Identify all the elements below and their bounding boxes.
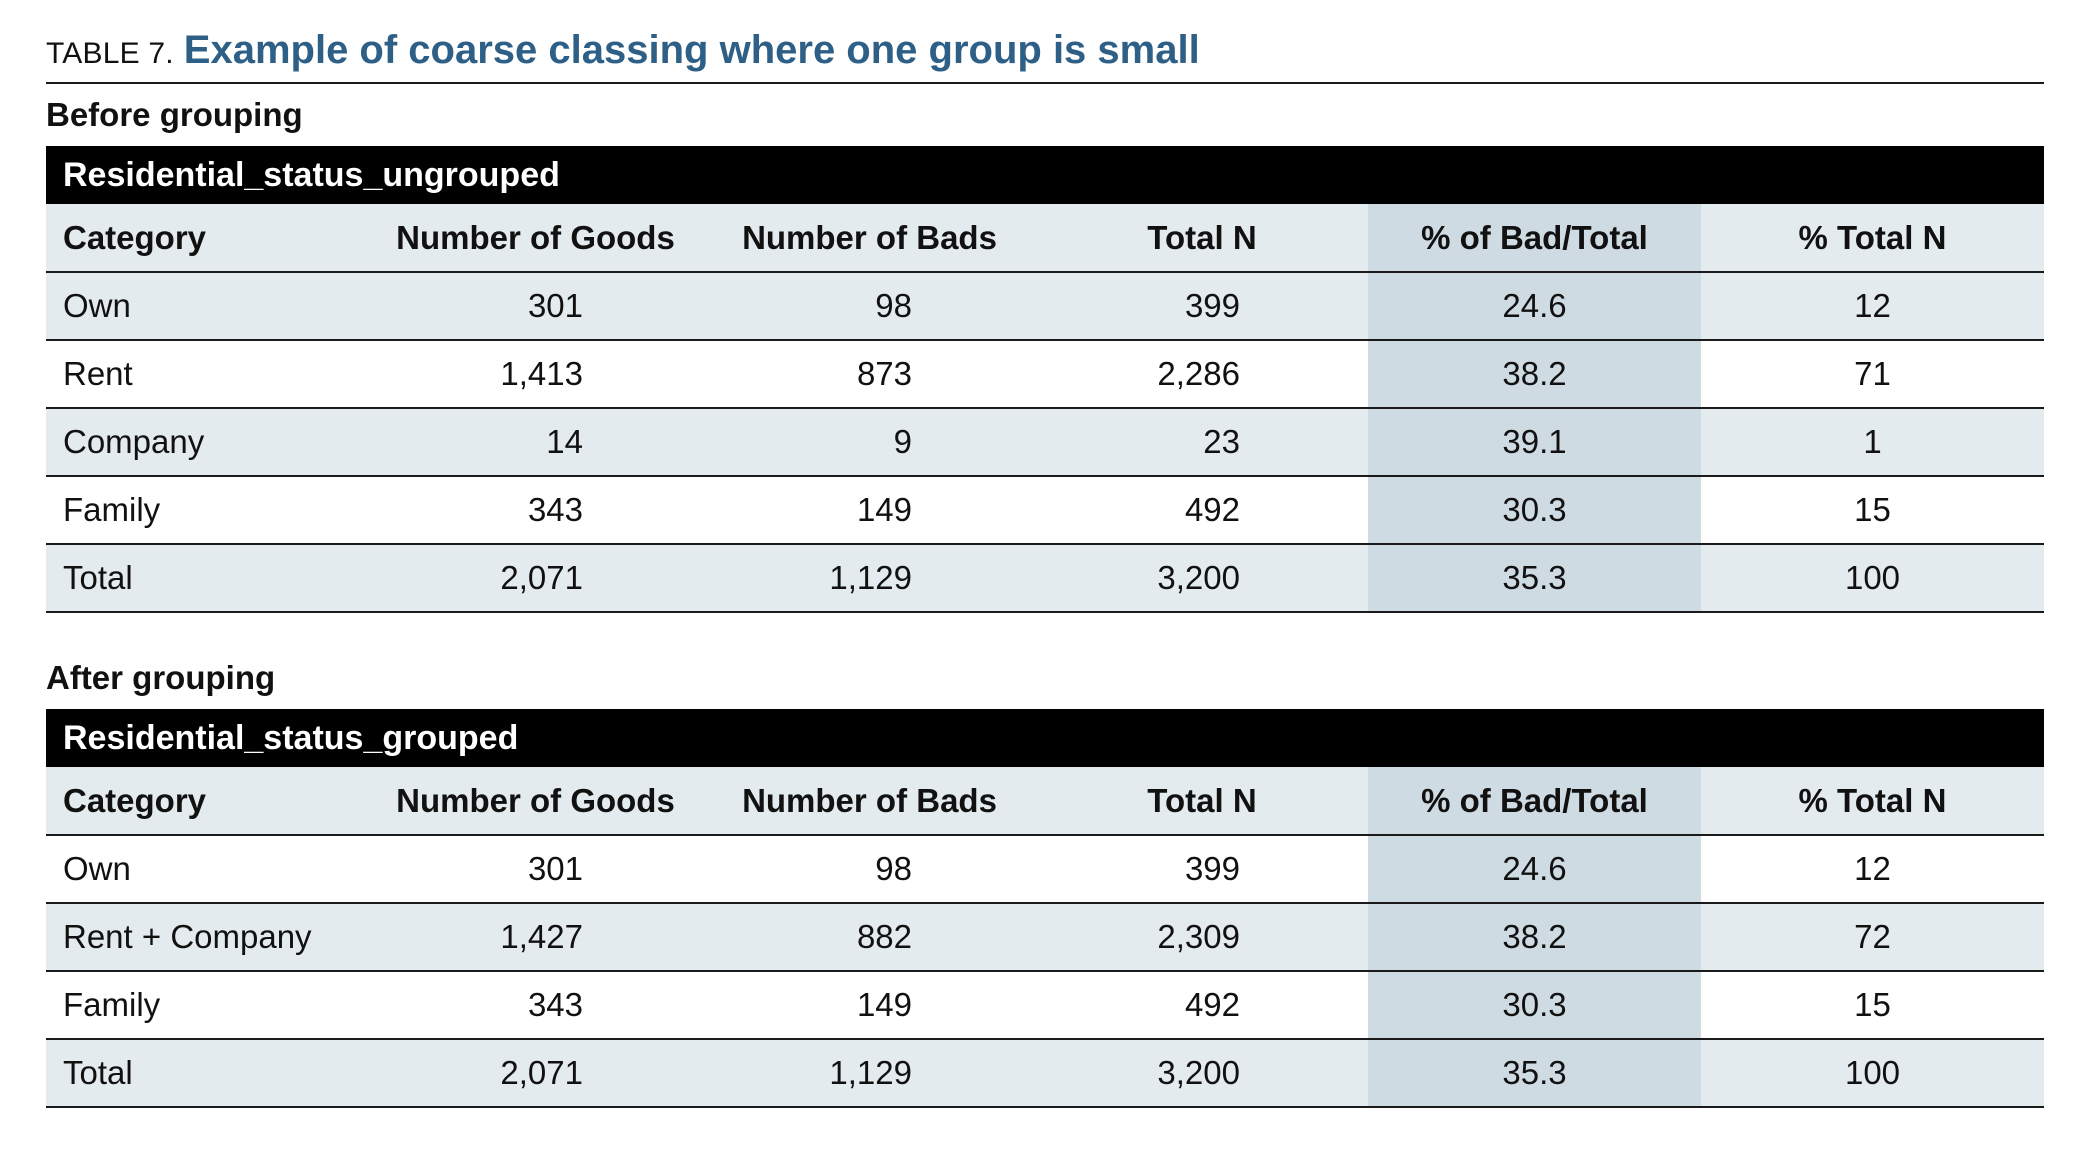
header-pct-total: % Total N	[1701, 767, 2044, 836]
cell-total-n: 23	[1036, 408, 1368, 477]
cell-total-n: 2,309	[1036, 903, 1368, 972]
table-row: Own 301 98 399 24.6 12	[46, 272, 2044, 341]
table-label: TABLE 7.	[46, 37, 174, 70]
cell-pct-bad: 24.6	[1368, 835, 1701, 904]
cell-category: Own	[46, 835, 368, 904]
cell-total-n: 492	[1036, 971, 1368, 1040]
variable-bar-after: Residential_status_grouped	[46, 709, 2044, 767]
table-before-grouping: Category Number of Goods Number of Bads …	[46, 204, 2044, 613]
cell-total-n: 2,286	[1036, 340, 1368, 409]
cell-bads: 98	[703, 835, 1036, 904]
cell-category: Rent	[46, 340, 368, 409]
cell-total-n: 399	[1036, 272, 1368, 341]
section-heading-before: Before grouping	[46, 96, 303, 133]
cell-pct-total: 12	[1701, 272, 2044, 341]
cell-total-n: 492	[1036, 476, 1368, 545]
table-header-row: Category Number of Goods Number of Bads …	[46, 204, 2044, 273]
table-header-row: Category Number of Goods Number of Bads …	[46, 767, 2044, 836]
table-row: Company 14 9 23 39.1 1	[46, 408, 2044, 477]
table-title-row: TABLE 7. Example of coarse classing wher…	[46, 24, 2044, 80]
header-pct-bad: % of Bad/Total	[1368, 767, 1701, 836]
cell-pct-total: 100	[1701, 1039, 2044, 1108]
header-goods: Number of Goods	[368, 767, 703, 836]
cell-pct-bad: 35.3	[1368, 544, 1701, 613]
cell-goods: 1,427	[368, 903, 703, 972]
header-total-n: Total N	[1036, 204, 1368, 273]
cell-bads: 98	[703, 272, 1036, 341]
cell-pct-total: 100	[1701, 544, 2044, 613]
cell-goods: 14	[368, 408, 703, 477]
section-heading-after: After grouping	[46, 659, 276, 696]
header-total-n: Total N	[1036, 767, 1368, 836]
cell-category: Family	[46, 971, 368, 1040]
cell-bads: 149	[703, 971, 1036, 1040]
section-gap	[46, 613, 2044, 647]
cell-pct-total: 1	[1701, 408, 2044, 477]
variable-bar-before: Residential_status_ungrouped	[46, 146, 2044, 204]
cell-pct-total: 15	[1701, 971, 2044, 1040]
cell-pct-total: 72	[1701, 903, 2044, 972]
cell-category: Own	[46, 272, 368, 341]
cell-category: Total	[46, 544, 368, 613]
table-row: Family 343 149 492 30.3 15	[46, 971, 2044, 1040]
cell-goods: 343	[368, 971, 703, 1040]
table-row: Rent + Company 1,427 882 2,309 38.2 72	[46, 903, 2044, 972]
cell-goods: 2,071	[368, 1039, 703, 1108]
cell-pct-total: 12	[1701, 835, 2044, 904]
table-row: Own 301 98 399 24.6 12	[46, 835, 2044, 904]
table-total-row: Total 2,071 1,129 3,200 35.3 100	[46, 544, 2044, 613]
header-pct-total: % Total N	[1701, 204, 2044, 273]
cell-total-n: 399	[1036, 835, 1368, 904]
cell-goods: 343	[368, 476, 703, 545]
cell-pct-total: 15	[1701, 476, 2044, 545]
cell-goods: 1,413	[368, 340, 703, 409]
cell-bads: 149	[703, 476, 1036, 545]
cell-pct-bad: 30.3	[1368, 476, 1701, 545]
table-total-row: Total 2,071 1,129 3,200 35.3 100	[46, 1039, 2044, 1108]
cell-pct-total: 71	[1701, 340, 2044, 409]
cell-pct-bad: 38.2	[1368, 340, 1701, 409]
document-page: TABLE 7. Example of coarse classing wher…	[46, 24, 2044, 1108]
header-category: Category	[46, 204, 368, 273]
table-after-grouping: Category Number of Goods Number of Bads …	[46, 767, 2044, 1108]
cell-category: Rent + Company	[46, 903, 368, 972]
cell-goods: 2,071	[368, 544, 703, 613]
cell-total-n: 3,200	[1036, 544, 1368, 613]
cell-category: Total	[46, 1039, 368, 1108]
cell-pct-bad: 24.6	[1368, 272, 1701, 341]
cell-bads: 1,129	[703, 1039, 1036, 1108]
cell-pct-bad: 30.3	[1368, 971, 1701, 1040]
header-pct-bad: % of Bad/Total	[1368, 204, 1701, 273]
header-category: Category	[46, 767, 368, 836]
title-divider	[46, 82, 2044, 84]
cell-category: Company	[46, 408, 368, 477]
cell-bads: 9	[703, 408, 1036, 477]
cell-bads: 882	[703, 903, 1036, 972]
table-row: Rent 1,413 873 2,286 38.2 71	[46, 340, 2044, 409]
cell-goods: 301	[368, 272, 703, 341]
table-title: Example of coarse classing where one gro…	[183, 28, 1200, 72]
cell-bads: 873	[703, 340, 1036, 409]
header-goods: Number of Goods	[368, 204, 703, 273]
cell-pct-bad: 39.1	[1368, 408, 1701, 477]
cell-bads: 1,129	[703, 544, 1036, 613]
cell-pct-bad: 35.3	[1368, 1039, 1701, 1108]
cell-pct-bad: 38.2	[1368, 903, 1701, 972]
cell-category: Family	[46, 476, 368, 545]
header-bads: Number of Bads	[703, 204, 1036, 273]
table-row: Family 343 149 492 30.3 15	[46, 476, 2044, 545]
cell-total-n: 3,200	[1036, 1039, 1368, 1108]
cell-goods: 301	[368, 835, 703, 904]
header-bads: Number of Bads	[703, 767, 1036, 836]
